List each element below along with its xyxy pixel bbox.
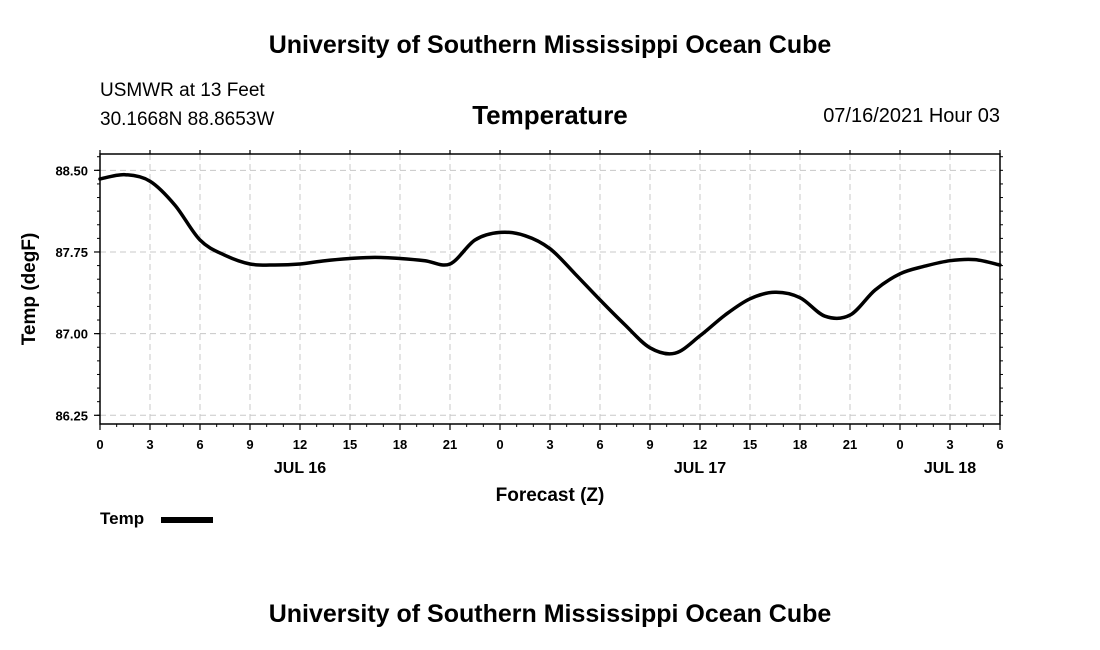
x-tick-label: 9 (646, 437, 653, 452)
x-axis-title: Forecast (Z) (496, 485, 605, 506)
x-axis-ticks: 0 3 6 9 12 15 18 21 0 3 6 9 12 15 18 21 0 3 6 JUL 16 JUL 17 J… (96, 150, 1004, 477)
y-tick-label: 88.50 (55, 163, 88, 178)
legend-label: Temp (100, 509, 145, 528)
x-tick-label: 0 (96, 437, 103, 452)
station-depth: USMWR at 13 Feet (100, 80, 265, 101)
grid (100, 154, 1000, 424)
y-tick-label: 87.00 (55, 327, 88, 342)
x-tick-label: 6 (196, 437, 203, 452)
footer-title: University of Southern Mississippi Ocean… (268, 600, 832, 628)
x-tick-label: 0 (496, 437, 503, 452)
x-tick-label: 21 (443, 437, 457, 452)
x-tick-label: 3 (146, 437, 153, 452)
chart-title: Temperature (472, 100, 628, 130)
x-tick-label: 21 (843, 437, 857, 452)
plot-frame (99, 153, 1001, 425)
y-tick-label: 87.75 (55, 245, 88, 260)
x-tick-label: 12 (693, 437, 707, 452)
x-tick-label: 15 (343, 437, 357, 452)
x-tick-label: 12 (293, 437, 307, 452)
temp-series-line (98, 172, 1002, 356)
x-tick-label: 9 (246, 437, 253, 452)
station-coordinates: 30.1668N 88.8653W (100, 109, 275, 130)
y-axis-ticks: 86.25 87.00 87.75 88.50 (55, 156, 1003, 423)
legend-swatch (161, 517, 213, 523)
x-tick-label: 18 (393, 437, 407, 452)
station-info: USMWR at 13 Feet 30.1668N 88.8653W (100, 76, 274, 134)
x-date-label: JUL 17 (674, 460, 726, 477)
x-tick-label: 6 (596, 437, 603, 452)
x-tick-label: 3 (946, 437, 953, 452)
x-tick-label: 18 (793, 437, 807, 452)
y-tick-label: 86.25 (55, 408, 88, 423)
x-tick-label: 15 (743, 437, 757, 452)
x-tick-label: 0 (896, 437, 903, 452)
forecast-datetime: 07/16/2021 Hour 03 (823, 105, 1000, 127)
x-date-label: JUL 18 (924, 460, 976, 477)
x-tick-label: 6 (996, 437, 1003, 452)
y-axis-title: Temp (degF) (19, 233, 40, 346)
x-tick-label: 3 (546, 437, 553, 452)
page-title: University of Southern Mississippi Ocean… (268, 31, 832, 59)
x-date-label: JUL 16 (274, 460, 326, 477)
